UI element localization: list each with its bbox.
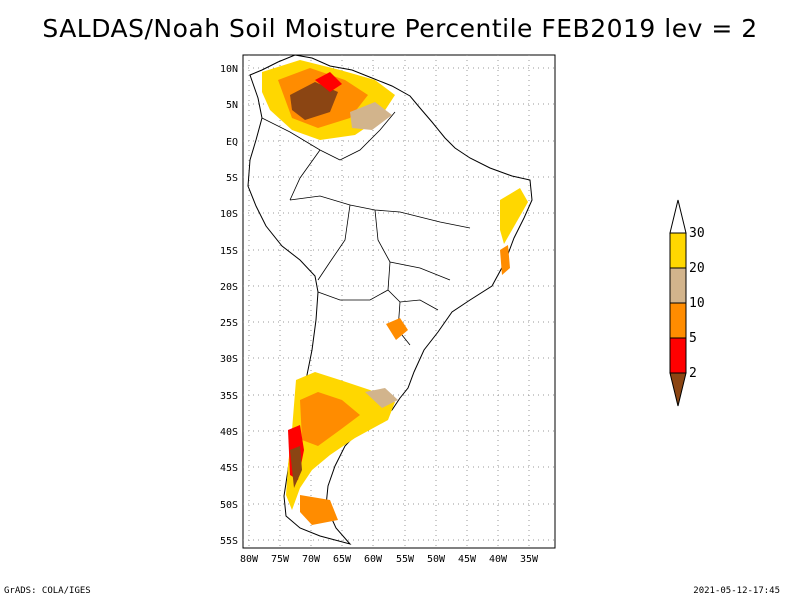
lon-label: 65W <box>333 554 352 565</box>
timestamp: 2021-05-12-17:45 <box>693 586 780 596</box>
south-america-outline <box>247 54 533 545</box>
lon-label: 70W <box>302 554 321 565</box>
lon-label: 35W <box>520 554 539 565</box>
lat-label: 30S <box>220 354 238 365</box>
lon-label: 40W <box>489 554 508 565</box>
country-borders <box>261 111 471 346</box>
longitude-labels: 80W 75W 70W 65W 60W 55W 50W 45W 40W 35W <box>240 554 539 565</box>
lon-label: 55W <box>396 554 415 565</box>
map-title: SALDAS/Noah Soil Moisture Percentile FEB… <box>42 14 758 43</box>
lon-label: 80W <box>240 554 259 565</box>
lat-label: 10S <box>220 209 238 220</box>
latitude-labels: 10N 5N EQ 5S 10S 15S 20S 25S 30S 35S 40S 45S 50S 55S <box>220 64 238 547</box>
soil-moisture-shading <box>262 60 528 525</box>
colorbar-label: 30 <box>689 226 705 241</box>
colorbar-segment <box>669 232 687 269</box>
lon-label: 60W <box>364 554 383 565</box>
colorbar-label: 10 <box>689 296 705 311</box>
lat-label: 5S <box>226 173 238 184</box>
lat-label: 50S <box>220 500 238 511</box>
lat-label: EQ <box>226 137 238 148</box>
lon-label: 75W <box>271 554 290 565</box>
software-credit: GrADS: COLA/IGES <box>4 586 91 596</box>
lon-label: 45W <box>458 554 477 565</box>
lat-label: 15S <box>220 246 238 257</box>
lat-label: 20S <box>220 282 238 293</box>
colorbar-segment <box>669 267 687 304</box>
lat-label: 10N <box>220 64 238 75</box>
lat-label: 45S <box>220 463 238 474</box>
colorbar-segment <box>669 302 687 339</box>
lat-label: 25S <box>220 318 238 329</box>
colorbar-above-triangle <box>669 199 687 234</box>
lat-label: 5N <box>226 100 238 111</box>
lat-label: 35S <box>220 391 238 402</box>
colorbar-label: 2 <box>689 366 697 381</box>
lat-label: 40S <box>220 427 238 438</box>
colorbar: 2 5 10 20 30 <box>669 199 705 407</box>
lon-label: 50W <box>427 554 446 565</box>
colorbar-below-triangle <box>669 372 687 407</box>
lat-label: 55S <box>220 536 238 547</box>
colorbar-label: 20 <box>689 261 705 276</box>
colorbar-label: 5 <box>689 331 697 346</box>
colorbar-segment <box>669 337 687 374</box>
